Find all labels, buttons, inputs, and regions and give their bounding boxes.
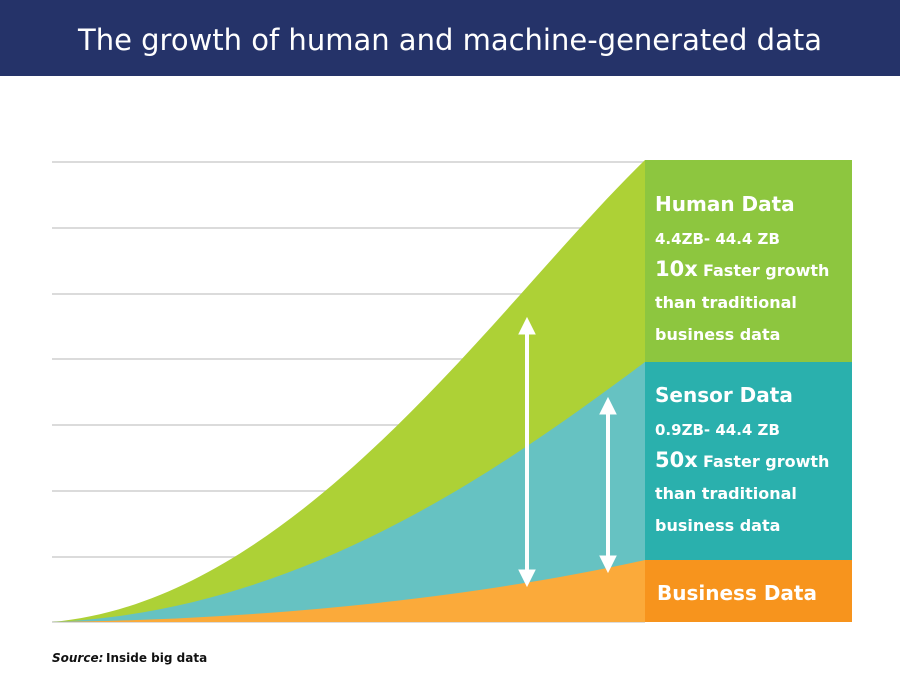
arrows [518, 316, 617, 588]
source-text: Inside big data [106, 651, 207, 665]
business-area [52, 560, 645, 622]
panel-name: Business Data [657, 581, 817, 605]
source-label: Source: [52, 651, 103, 665]
panel-name: Sensor Data [655, 383, 793, 407]
sensor-panel [645, 362, 852, 560]
human-panel [645, 160, 852, 362]
header-bar [0, 0, 900, 76]
panel-line: than traditional [655, 293, 797, 312]
panel-line: business data [655, 516, 780, 535]
title: The growth of human and machine-generate… [77, 23, 822, 57]
panel-line: business data [655, 325, 780, 344]
panel-line: than traditional [655, 484, 797, 503]
panel-multiplier: 10x [655, 257, 698, 281]
panel-line: Faster growth [703, 452, 829, 471]
panel-multiplier: 50x [655, 448, 698, 472]
panel-name: Human Data [655, 192, 795, 216]
panel-line: Faster growth [703, 261, 829, 280]
sensor-area [52, 362, 645, 622]
business-panel [645, 560, 852, 622]
panel-range: 4.4ZB- 44.4 ZB [655, 230, 780, 248]
panel-range: 0.9ZB- 44.4 ZB [655, 421, 780, 439]
